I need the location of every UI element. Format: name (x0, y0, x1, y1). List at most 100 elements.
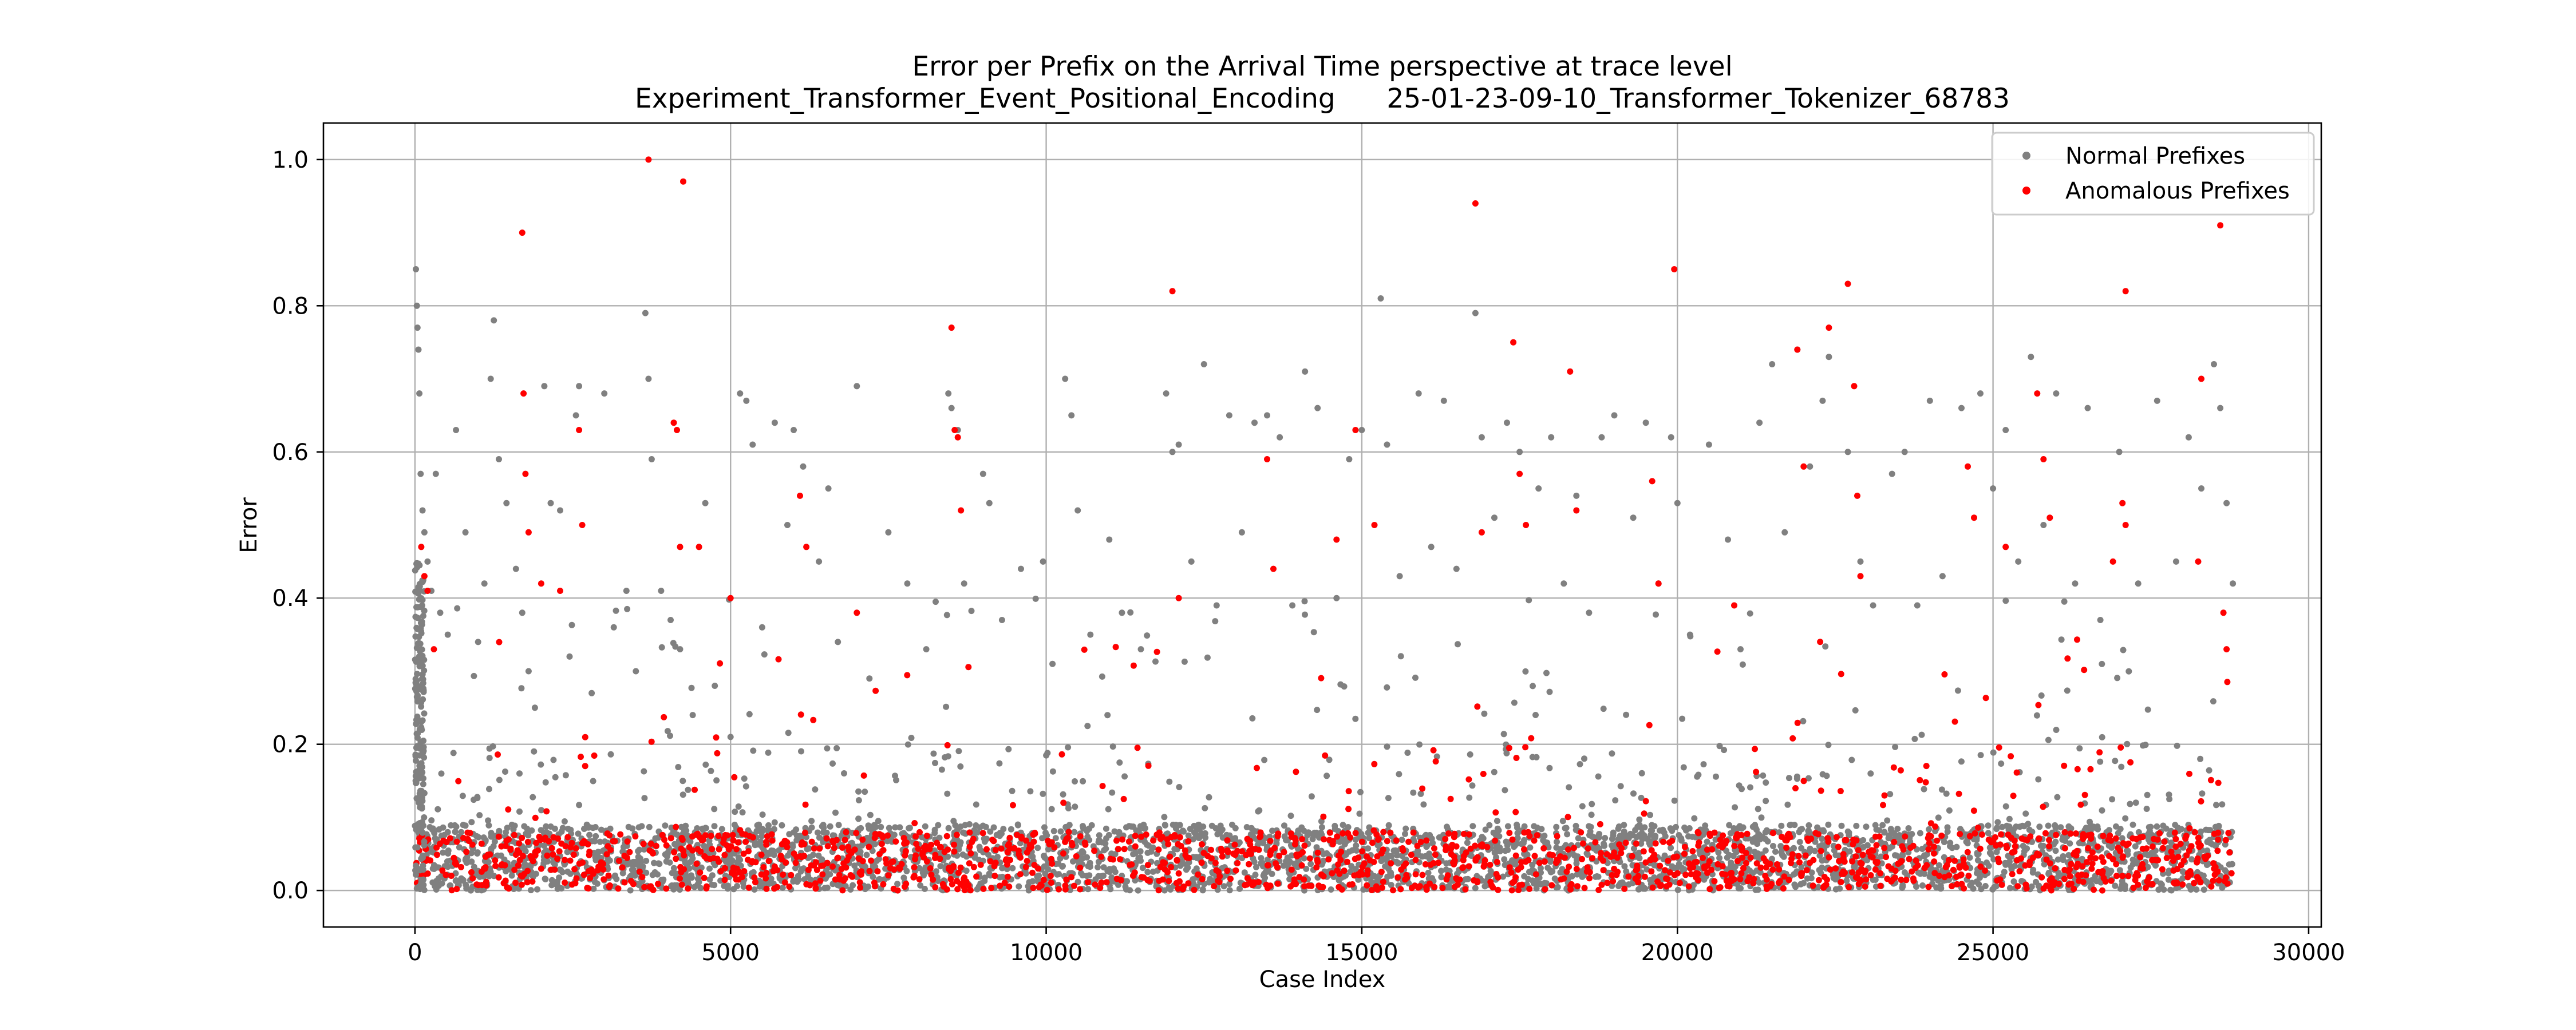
anomalous-prefix-point (1048, 880, 1054, 886)
anomalous-prefix-point (2127, 759, 2134, 766)
anomalous-prefix-point (2207, 777, 2214, 783)
anomalous-prefix-point (1951, 857, 1958, 864)
normal-prefix-point (428, 817, 435, 824)
normal-prefix-point (2197, 755, 2204, 762)
anomalous-prefix-point (1528, 735, 1535, 742)
normal-prefix-point (1384, 743, 1390, 750)
normal-prefix-point (1739, 661, 1746, 668)
normal-prefix-point (1617, 783, 1624, 790)
normal-prefix-point (1784, 801, 1791, 808)
normal-prefix-point (973, 801, 979, 808)
anomalous-prefix-point (2040, 803, 2046, 810)
anomalous-prefix-point (1665, 857, 1672, 864)
normal-prefix-point (1500, 873, 1507, 880)
anomalous-prefix-point (997, 882, 1003, 889)
normal-prefix-point (1838, 822, 1845, 829)
normal-prefix-point (1308, 793, 1315, 800)
normal-prefix-point (1491, 768, 1498, 775)
anomalous-prefix-point (1872, 866, 1879, 873)
normal-prefix-point (1554, 838, 1560, 845)
normal-prefix-point (742, 783, 749, 790)
normal-prefix-point (1121, 773, 1128, 780)
normal-prefix-point (1629, 832, 1636, 839)
anomalous-prefix-point (1873, 842, 1880, 849)
normal-prefix-point (1412, 674, 1419, 681)
normal-prefix-point (1755, 886, 1761, 893)
normal-prefix-point (1491, 830, 1498, 837)
normal-prefix-point (983, 835, 990, 842)
normal-prefix-point (1621, 863, 1628, 870)
normal-prefix-point (1123, 824, 1129, 831)
normal-prefix-point (1444, 884, 1451, 890)
normal-prefix-point (1366, 835, 1373, 842)
anomalous-prefix-point (2161, 838, 2168, 845)
normal-prefix-point (1286, 858, 1293, 865)
normal-prefix-point (1142, 825, 1148, 831)
normal-prefix-point (696, 879, 702, 885)
normal-prefix-point (734, 883, 741, 889)
normal-prefix-point (1935, 814, 1942, 821)
anomalous-prefix-point (842, 875, 848, 882)
normal-prefix-point (1127, 887, 1133, 894)
anomalous-prefix-point (1487, 861, 1494, 868)
anomalous-prefix-point (2183, 833, 2190, 839)
normal-prefix-point (1662, 833, 1669, 839)
anomalous-prefix-point (1681, 843, 1688, 850)
normal-prefix-point (1881, 829, 1888, 836)
normal-prefix-point (957, 823, 964, 830)
normal-prefix-point (1621, 822, 1627, 829)
normal-prefix-point (1723, 847, 1730, 854)
anomalous-prefix-point (851, 846, 858, 853)
anomalous-prefix-point (1153, 831, 1160, 838)
normal-prefix-point (2114, 675, 2121, 682)
normal-prefix-point (808, 818, 815, 825)
normal-prefix-point (531, 748, 538, 755)
normal-prefix-point (943, 703, 950, 710)
anomalous-prefix-point (2106, 853, 2112, 859)
anomalous-prefix-point (2016, 868, 2023, 875)
anomalous-prefix-point (949, 881, 955, 888)
anomalous-prefix-point (1063, 876, 1070, 883)
anomalous-prefix-point (591, 752, 598, 759)
normal-prefix-point (2140, 742, 2146, 749)
anomalous-prefix-point (1743, 850, 1749, 857)
anomalous-prefix-point (758, 871, 765, 878)
normal-prefix-point (2135, 829, 2142, 835)
normal-prefix-point (1310, 629, 1317, 636)
anomalous-prefix-point (1168, 863, 1175, 870)
normal-prefix-point (751, 886, 758, 893)
anomalous-prefix-point (1738, 870, 1745, 877)
normal-prefix-point (1987, 844, 1994, 851)
normal-prefix-point (685, 786, 692, 793)
normal-prefix-point (1800, 880, 1807, 886)
anomalous-prefix-point (556, 848, 563, 855)
anomalous-prefix-point (1113, 876, 1120, 882)
anomalous-prefix-point (1970, 807, 1977, 814)
anomalous-prefix-point (916, 829, 923, 835)
anomalous-prefix-point (2040, 885, 2047, 892)
anomalous-prefix-point (1097, 885, 1104, 892)
anomalous-prefix-point (1281, 849, 1287, 855)
normal-prefix-point (602, 838, 608, 845)
anomalous-prefix-point (1954, 881, 1961, 888)
normal-prefix-point (2029, 838, 2036, 845)
normal-prefix-point (930, 750, 937, 757)
anomalous-prefix-point (504, 884, 511, 891)
normal-prefix-point (550, 756, 557, 763)
normal-prefix-point (462, 857, 469, 863)
normal-prefix-point (1533, 754, 1540, 760)
normal-prefix-point (1098, 873, 1105, 880)
normal-prefix-point (1966, 854, 1973, 861)
normal-prefix-point (476, 812, 483, 819)
normal-prefix-point (2205, 861, 2212, 867)
anomalous-prefix-point (733, 846, 740, 853)
normal-prefix-point (1594, 873, 1601, 880)
normal-prefix-point (2175, 825, 2182, 831)
anomalous-prefix-point (1586, 869, 1593, 876)
normal-prefix-point (1429, 839, 1436, 846)
normal-prefix-point (1313, 844, 1320, 851)
anomalous-prefix-point (1757, 864, 1764, 871)
normal-prefix-point (2029, 869, 2036, 876)
anomalous-prefix-point (1077, 886, 1084, 893)
normal-prefix-point (452, 829, 459, 835)
